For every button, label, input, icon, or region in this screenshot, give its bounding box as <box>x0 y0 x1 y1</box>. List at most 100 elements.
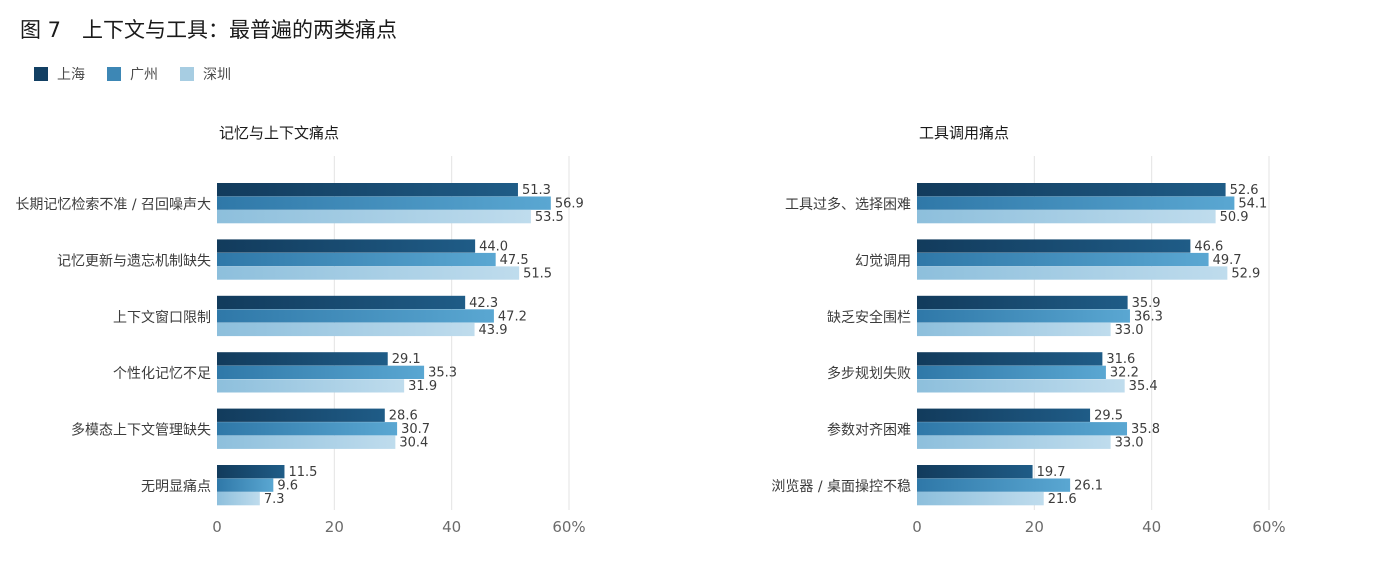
bar <box>217 435 396 449</box>
legend-swatch-guangzhou <box>107 67 121 81</box>
bar <box>217 422 398 436</box>
value-label: 35.4 <box>1129 379 1158 394</box>
value-label: 51.5 <box>523 266 552 281</box>
bar <box>917 365 1106 379</box>
value-label: 47.5 <box>500 253 529 268</box>
bar <box>217 196 551 210</box>
x-tick-label: 60% <box>1252 518 1285 536</box>
value-label: 50.9 <box>1220 210 1249 225</box>
chart-panel-1: 记忆与上下文痛点 0 20 40 60% 长期记忆检索不准 / 召回噪声大 51.3 56.9… <box>15 124 585 536</box>
legend-label-guangzhou: 广州 <box>130 67 158 83</box>
legend-item-shanghai: 上海 <box>34 64 85 84</box>
bar <box>917 465 1033 479</box>
value-label: 7.3 <box>264 492 285 507</box>
category-label: 个性化记忆不足 <box>113 366 211 382</box>
legend-item-shenzhen: 深圳 <box>180 64 231 84</box>
value-label: 54.1 <box>1238 197 1267 212</box>
x-tick-label: 40 <box>1142 518 1161 536</box>
legend-swatch-shanghai <box>34 67 48 81</box>
x-tick-label: 40 <box>442 518 461 536</box>
value-label: 30.4 <box>399 436 428 451</box>
category-label: 上下文窗口限制 <box>113 309 211 326</box>
bar <box>917 408 1091 422</box>
value-label: 51.3 <box>522 183 551 198</box>
value-label: 11.5 <box>288 465 317 480</box>
bar <box>917 210 1216 224</box>
value-label: 52.6 <box>1230 183 1259 198</box>
category-label: 浏览器 / 桌面操控不稳 <box>771 479 911 495</box>
legend-label-shanghai: 上海 <box>57 67 85 83</box>
value-label: 52.9 <box>1231 266 1260 281</box>
bar <box>217 239 476 253</box>
category-label: 多模态上下文管理缺失 <box>71 422 211 439</box>
figure-title: 图 7 上下文与工具：最普遍的两类痛点 <box>20 18 398 42</box>
value-label: 19.7 <box>1037 465 1066 480</box>
x-tick-label: 20 <box>1025 518 1044 536</box>
x-tick-label: 20 <box>325 518 344 536</box>
bar <box>217 210 531 224</box>
value-label: 29.5 <box>1094 409 1123 424</box>
bar <box>917 379 1125 393</box>
chart-title: 工具调用痛点 <box>919 124 1009 142</box>
bar <box>917 309 1130 323</box>
value-label: 49.7 <box>1213 253 1242 268</box>
value-label: 21.6 <box>1048 492 1077 507</box>
value-label: 46.6 <box>1194 239 1223 254</box>
value-label: 33.0 <box>1115 323 1144 338</box>
legend-swatch-shenzhen <box>180 67 194 81</box>
value-label: 36.3 <box>1134 309 1163 324</box>
bar <box>917 196 1235 210</box>
value-label: 43.9 <box>479 323 508 338</box>
value-label: 35.8 <box>1131 422 1160 437</box>
bar <box>217 309 494 323</box>
value-label: 35.9 <box>1132 296 1161 311</box>
value-label: 44.0 <box>479 239 508 254</box>
bar <box>917 435 1111 449</box>
category-label: 多步规划失败 <box>827 365 911 382</box>
value-label: 26.1 <box>1074 479 1103 494</box>
bar <box>217 266 520 280</box>
bar <box>917 295 1128 310</box>
category-label: 长期记忆检索不准 / 召回噪声大 <box>15 196 211 213</box>
bar <box>917 252 1209 267</box>
category-label: 参数对齐困难 <box>827 422 911 439</box>
bar <box>217 379 405 393</box>
bar <box>217 295 466 310</box>
bar <box>217 365 425 379</box>
x-tick-label: 0 <box>212 518 222 536</box>
bar <box>217 183 518 197</box>
category-label: 工具过多、选择困难 <box>785 196 911 213</box>
bar <box>217 352 388 366</box>
bar <box>917 322 1111 337</box>
value-label: 9.6 <box>277 479 298 494</box>
bar <box>217 492 260 506</box>
bar <box>217 322 475 337</box>
legend: 上海 广州 深圳 <box>34 64 253 84</box>
value-label: 28.6 <box>389 409 418 424</box>
value-label: 56.9 <box>555 197 584 212</box>
value-label: 30.7 <box>401 422 430 437</box>
category-label: 记忆更新与遗忘机制缺失 <box>57 253 211 269</box>
bar <box>917 478 1071 492</box>
bar <box>917 492 1044 506</box>
category-label: 无明显痛点 <box>141 478 211 495</box>
bar <box>217 408 385 422</box>
chart-panel-2: 工具调用痛点 0 20 40 60% 工具过多、选择困难 52.654.150.9 幻觉调用 4… <box>771 124 1285 536</box>
x-tick-label: 0 <box>912 518 922 536</box>
value-label: 29.1 <box>392 352 421 367</box>
value-label: 31.9 <box>408 379 437 394</box>
value-label: 47.2 <box>498 309 527 324</box>
bar <box>217 465 285 479</box>
legend-item-guangzhou: 广州 <box>107 64 158 84</box>
bar <box>917 266 1228 280</box>
bar <box>917 239 1191 253</box>
value-label: 33.0 <box>1115 436 1144 451</box>
bar <box>217 252 496 267</box>
chart-title: 记忆与上下文痛点 <box>219 124 339 142</box>
bar <box>917 183 1226 197</box>
bar <box>217 478 274 492</box>
x-tick-label: 60% <box>552 518 585 536</box>
category-label: 缺乏安全围栏 <box>827 309 911 326</box>
